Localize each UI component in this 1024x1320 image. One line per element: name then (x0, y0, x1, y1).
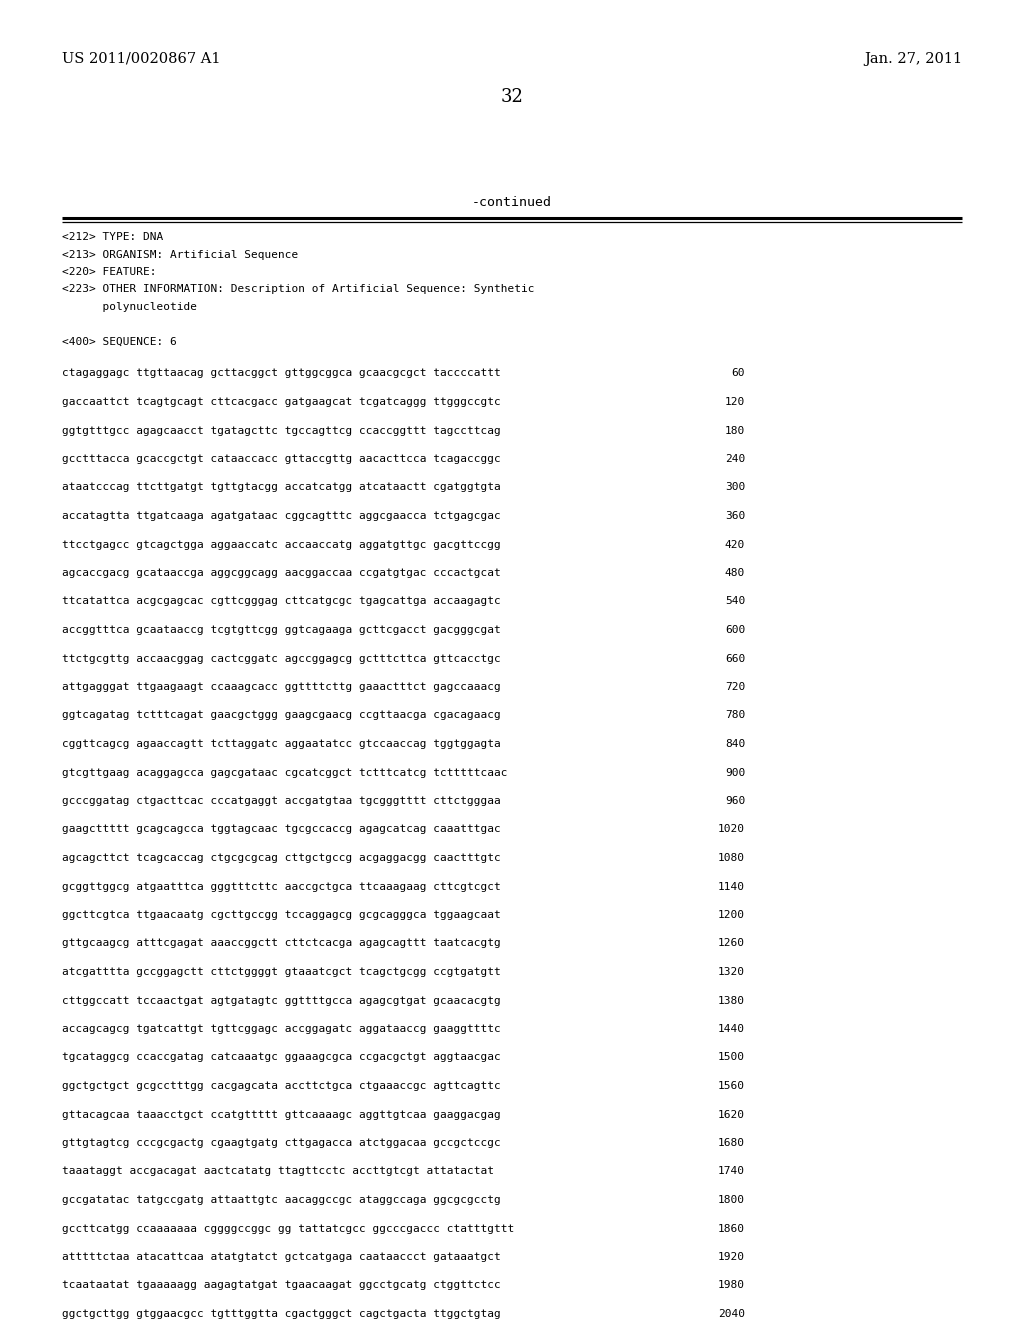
Text: -continued: -continued (472, 195, 552, 209)
Text: accagcagcg tgatcattgt tgttcggagc accggagatc aggataaccg gaaggttttc: accagcagcg tgatcattgt tgttcggagc accggag… (62, 1024, 501, 1034)
Text: gccgatatac tatgccgatg attaattgtc aacaggccgc ataggccaga ggcgcgcctg: gccgatatac tatgccgatg attaattgtc aacaggc… (62, 1195, 501, 1205)
Text: 1500: 1500 (718, 1052, 745, 1063)
Text: ggcttcgtca ttgaacaatg cgcttgccgg tccaggagcg gcgcagggca tggaagcaat: ggcttcgtca ttgaacaatg cgcttgccgg tccagga… (62, 909, 501, 920)
Text: 1380: 1380 (718, 995, 745, 1006)
Text: 600: 600 (725, 624, 745, 635)
Text: gttgtagtcg cccgcgactg cgaagtgatg cttgagacca atctggacaa gccgctccgc: gttgtagtcg cccgcgactg cgaagtgatg cttgaga… (62, 1138, 501, 1148)
Text: tgcataggcg ccaccgatag catcaaatgc ggaaagcgca ccgacgctgt aggtaacgac: tgcataggcg ccaccgatag catcaaatgc ggaaagc… (62, 1052, 501, 1063)
Text: 780: 780 (725, 710, 745, 721)
Text: 300: 300 (725, 483, 745, 492)
Text: cttggccatt tccaactgat agtgatagtc ggttttgcca agagcgtgat gcaacacgtg: cttggccatt tccaactgat agtgatagtc ggttttg… (62, 995, 501, 1006)
Text: gcccggatag ctgacttcac cccatgaggt accgatgtaa tgcgggtttt cttctgggaa: gcccggatag ctgacttcac cccatgaggt accgatg… (62, 796, 501, 807)
Text: ggctgctgct gcgcctttgg cacgagcata accttctgca ctgaaaccgc agttcagttc: ggctgctgct gcgcctttgg cacgagcata accttct… (62, 1081, 501, 1092)
Text: gaagcttttt gcagcagcca tggtagcaac tgcgccaccg agagcatcag caaatttgac: gaagcttttt gcagcagcca tggtagcaac tgcgcca… (62, 825, 501, 834)
Text: 1680: 1680 (718, 1138, 745, 1148)
Text: 540: 540 (725, 597, 745, 606)
Text: accggtttca gcaataaccg tcgtgttcgg ggtcagaaga gcttcgacct gacgggcgat: accggtttca gcaataaccg tcgtgttcgg ggtcaga… (62, 624, 501, 635)
Text: 1320: 1320 (718, 968, 745, 977)
Text: 1440: 1440 (718, 1024, 745, 1034)
Text: 1800: 1800 (718, 1195, 745, 1205)
Text: 60: 60 (731, 368, 745, 379)
Text: <220> FEATURE:: <220> FEATURE: (62, 267, 157, 277)
Text: Jan. 27, 2011: Jan. 27, 2011 (864, 51, 962, 66)
Text: 420: 420 (725, 540, 745, 549)
Text: 480: 480 (725, 568, 745, 578)
Text: atttttctaa atacattcaa atatgtatct gctcatgaga caataaccct gataaatgct: atttttctaa atacattcaa atatgtatct gctcatg… (62, 1251, 501, 1262)
Text: 720: 720 (725, 682, 745, 692)
Text: gcggttggcg atgaatttca gggtttcttc aaccgctgca ttcaaagaag cttcgtcgct: gcggttggcg atgaatttca gggtttcttc aaccgct… (62, 882, 501, 891)
Text: accatagtta ttgatcaaga agatgataac cggcagtttc aggcgaacca tctgagcgac: accatagtta ttgatcaaga agatgataac cggcagt… (62, 511, 501, 521)
Text: polynucleotide: polynucleotide (62, 302, 197, 312)
Text: <213> ORGANISM: Artificial Sequence: <213> ORGANISM: Artificial Sequence (62, 249, 298, 260)
Text: ttctgcgttg accaacggag cactcggatc agccggagcg gctttcttca gttcacctgc: ttctgcgttg accaacggag cactcggatc agccgga… (62, 653, 501, 664)
Text: ggtcagatag tctttcagat gaacgctggg gaagcgaacg ccgttaacga cgacagaacg: ggtcagatag tctttcagat gaacgctggg gaagcga… (62, 710, 501, 721)
Text: gcctttacca gcaccgctgt cataaccacc gttaccgttg aacacttcca tcagaccggc: gcctttacca gcaccgctgt cataaccacc gttaccg… (62, 454, 501, 465)
Text: 1980: 1980 (718, 1280, 745, 1291)
Text: 1620: 1620 (718, 1110, 745, 1119)
Text: 1080: 1080 (718, 853, 745, 863)
Text: ggtgtttgcc agagcaacct tgatagcttc tgccagttcg ccaccggttt tagccttcag: ggtgtttgcc agagcaacct tgatagcttc tgccagt… (62, 425, 501, 436)
Text: 1740: 1740 (718, 1167, 745, 1176)
Text: 1140: 1140 (718, 882, 745, 891)
Text: 1200: 1200 (718, 909, 745, 920)
Text: agcaccgacg gcataaccga aggcggcagg aacggaccaa ccgatgtgac cccactgcat: agcaccgacg gcataaccga aggcggcagg aacggac… (62, 568, 501, 578)
Text: taaataggt accgacagat aactcatatg ttagttcctc accttgtcgt attatactat: taaataggt accgacagat aactcatatg ttagttcc… (62, 1167, 494, 1176)
Text: ctagaggagc ttgttaacag gcttacggct gttggcggca gcaacgcgct taccccattt: ctagaggagc ttgttaacag gcttacggct gttggcg… (62, 368, 501, 379)
Text: 1560: 1560 (718, 1081, 745, 1092)
Text: US 2011/0020867 A1: US 2011/0020867 A1 (62, 51, 220, 66)
Text: ataatcccag ttcttgatgt tgttgtacgg accatcatgg atcataactt cgatggtgta: ataatcccag ttcttgatgt tgttgtacgg accatca… (62, 483, 501, 492)
Text: 360: 360 (725, 511, 745, 521)
Text: 32: 32 (501, 88, 523, 106)
Text: gtcgttgaag acaggagcca gagcgataac cgcatcggct tctttcatcg tctttttcaac: gtcgttgaag acaggagcca gagcgataac cgcatcg… (62, 767, 508, 777)
Text: 1260: 1260 (718, 939, 745, 949)
Text: 240: 240 (725, 454, 745, 465)
Text: <223> OTHER INFORMATION: Description of Artificial Sequence: Synthetic: <223> OTHER INFORMATION: Description of … (62, 285, 535, 294)
Text: gttgcaagcg atttcgagat aaaccggctt cttctcacga agagcagttt taatcacgtg: gttgcaagcg atttcgagat aaaccggctt cttctca… (62, 939, 501, 949)
Text: ggctgcttgg gtggaacgcc tgtttggtta cgactgggct cagctgacta ttggctgtag: ggctgcttgg gtggaacgcc tgtttggtta cgactgg… (62, 1309, 501, 1319)
Text: ttcatattca acgcgagcac cgttcgggag cttcatgcgc tgagcattga accaagagtc: ttcatattca acgcgagcac cgttcgggag cttcatg… (62, 597, 501, 606)
Text: 1860: 1860 (718, 1224, 745, 1233)
Text: tcaataatat tgaaaaagg aagagtatgat tgaacaagat ggcctgcatg ctggttctcc: tcaataatat tgaaaaagg aagagtatgat tgaacaa… (62, 1280, 501, 1291)
Text: 660: 660 (725, 653, 745, 664)
Text: 180: 180 (725, 425, 745, 436)
Text: <212> TYPE: DNA: <212> TYPE: DNA (62, 232, 163, 242)
Text: 2040: 2040 (718, 1309, 745, 1319)
Text: cggttcagcg agaaccagtt tcttaggatc aggaatatcc gtccaaccag tggtggagta: cggttcagcg agaaccagtt tcttaggatc aggaata… (62, 739, 501, 748)
Text: gttacagcaa taaacctgct ccatgttttt gttcaaaagc aggttgtcaa gaaggacgag: gttacagcaa taaacctgct ccatgttttt gttcaaa… (62, 1110, 501, 1119)
Text: 900: 900 (725, 767, 745, 777)
Text: agcagcttct tcagcaccag ctgcgcgcag cttgctgccg acgaggacgg caactttgtc: agcagcttct tcagcaccag ctgcgcgcag cttgctg… (62, 853, 501, 863)
Text: 1020: 1020 (718, 825, 745, 834)
Text: 960: 960 (725, 796, 745, 807)
Text: 120: 120 (725, 397, 745, 407)
Text: attgagggat ttgaagaagt ccaaagcacc ggttttcttg gaaactttct gagccaaacg: attgagggat ttgaagaagt ccaaagcacc ggttttc… (62, 682, 501, 692)
Text: <400> SEQUENCE: 6: <400> SEQUENCE: 6 (62, 337, 177, 347)
Text: gaccaattct tcagtgcagt cttcacgacc gatgaagcat tcgatcaggg ttgggccgtc: gaccaattct tcagtgcagt cttcacgacc gatgaag… (62, 397, 501, 407)
Text: atcgatttta gccggagctt cttctggggt gtaaatcgct tcagctgcgg ccgtgatgtt: atcgatttta gccggagctt cttctggggt gtaaatc… (62, 968, 501, 977)
Text: ttcctgagcc gtcagctgga aggaaccatc accaaccatg aggatgttgc gacgttccgg: ttcctgagcc gtcagctgga aggaaccatc accaacc… (62, 540, 501, 549)
Text: 1920: 1920 (718, 1251, 745, 1262)
Text: 840: 840 (725, 739, 745, 748)
Text: gccttcatgg ccaaaaaaa cggggccggc gg tattatcgcc ggcccgaccc ctatttgttt: gccttcatgg ccaaaaaaa cggggccggc gg tatta… (62, 1224, 514, 1233)
